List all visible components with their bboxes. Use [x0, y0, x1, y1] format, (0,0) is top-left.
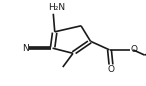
Text: H₂N: H₂N	[48, 3, 65, 12]
Text: O: O	[130, 45, 137, 54]
Text: O: O	[107, 65, 114, 74]
Text: N: N	[22, 44, 28, 53]
